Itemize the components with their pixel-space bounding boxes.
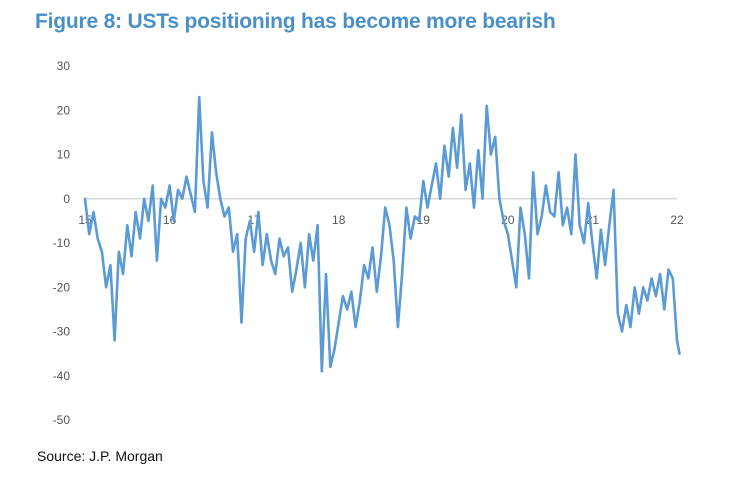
y-tick-label: -20 <box>53 280 71 294</box>
y-tick-label: -40 <box>53 369 71 383</box>
y-tick-label: 20 <box>57 103 71 117</box>
x-tick-label: 22 <box>670 213 684 227</box>
x-axis-ticks: 15 16 17 18 19 20 21 22 <box>78 213 684 227</box>
y-tick-label: -50 <box>53 413 71 427</box>
y-tick-label: -10 <box>53 236 71 250</box>
y-axis-ticks: 30 20 10 0 -10 -20 -30 -40 -50 <box>53 59 71 427</box>
y-tick-label: 30 <box>57 59 71 73</box>
source-note: Source: J.P. Morgan <box>37 448 163 464</box>
y-tick-label: -30 <box>53 325 71 339</box>
series-line <box>83 95 681 373</box>
x-tick-label: 18 <box>332 213 346 227</box>
y-tick-label: 0 <box>63 192 70 206</box>
chart-title: Figure 8: USTs positioning has become mo… <box>35 10 556 33</box>
y-tick-label: 10 <box>57 148 71 162</box>
